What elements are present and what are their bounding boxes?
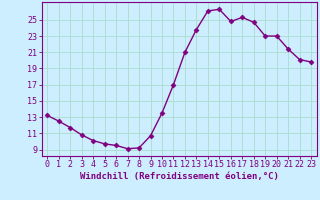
X-axis label: Windchill (Refroidissement éolien,°C): Windchill (Refroidissement éolien,°C)	[80, 172, 279, 181]
